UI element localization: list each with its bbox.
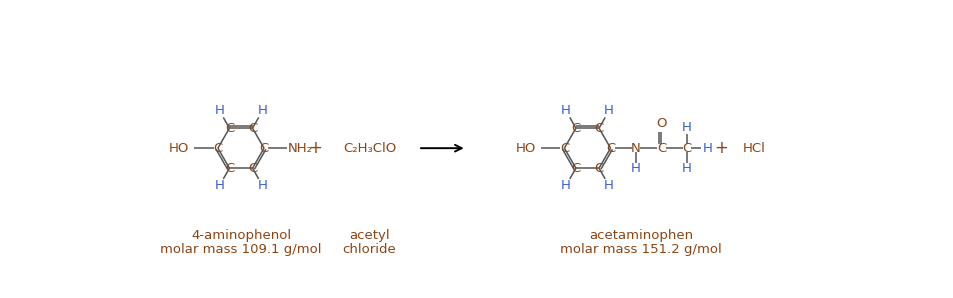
Text: acetyl: acetyl [349, 229, 390, 243]
Text: H: H [603, 179, 614, 193]
Text: H: H [560, 179, 570, 193]
Text: +: + [714, 139, 728, 157]
Text: HO: HO [515, 142, 536, 155]
Text: H: H [560, 104, 570, 117]
Text: molar mass 109.1 g/mol: molar mass 109.1 g/mol [160, 243, 321, 256]
Text: HO: HO [169, 142, 190, 155]
Text: H: H [681, 121, 691, 134]
Text: C: C [248, 162, 257, 175]
Text: C: C [225, 122, 233, 135]
Text: C: C [605, 142, 615, 155]
Text: C: C [559, 142, 568, 155]
Text: H: H [257, 179, 267, 193]
Text: H: H [257, 104, 267, 117]
Text: C₂H₃ClO: C₂H₃ClO [342, 142, 395, 155]
Text: HCl: HCl [741, 142, 764, 155]
Text: C: C [225, 162, 233, 175]
Text: C: C [594, 162, 603, 175]
Text: N: N [631, 142, 640, 155]
Text: molar mass 151.2 g/mol: molar mass 151.2 g/mol [559, 243, 721, 256]
Text: C: C [681, 142, 691, 155]
Text: chloride: chloride [342, 243, 396, 256]
Text: C: C [248, 122, 257, 135]
Text: C: C [213, 142, 222, 155]
Text: H: H [603, 104, 614, 117]
Text: C: C [656, 142, 665, 155]
Text: O: O [656, 117, 666, 130]
Text: H: H [214, 104, 224, 117]
Text: H: H [214, 179, 224, 193]
Text: H: H [681, 162, 691, 176]
Text: NH₂: NH₂ [288, 142, 313, 155]
Text: C: C [594, 122, 603, 135]
Text: acetaminophen: acetaminophen [588, 229, 692, 243]
Text: C: C [259, 142, 269, 155]
Text: C: C [571, 162, 580, 175]
Text: H: H [702, 142, 712, 155]
Text: H: H [630, 162, 640, 176]
Text: C: C [571, 122, 580, 135]
Text: +: + [309, 139, 322, 157]
Text: 4-aminophenol: 4-aminophenol [191, 229, 291, 243]
